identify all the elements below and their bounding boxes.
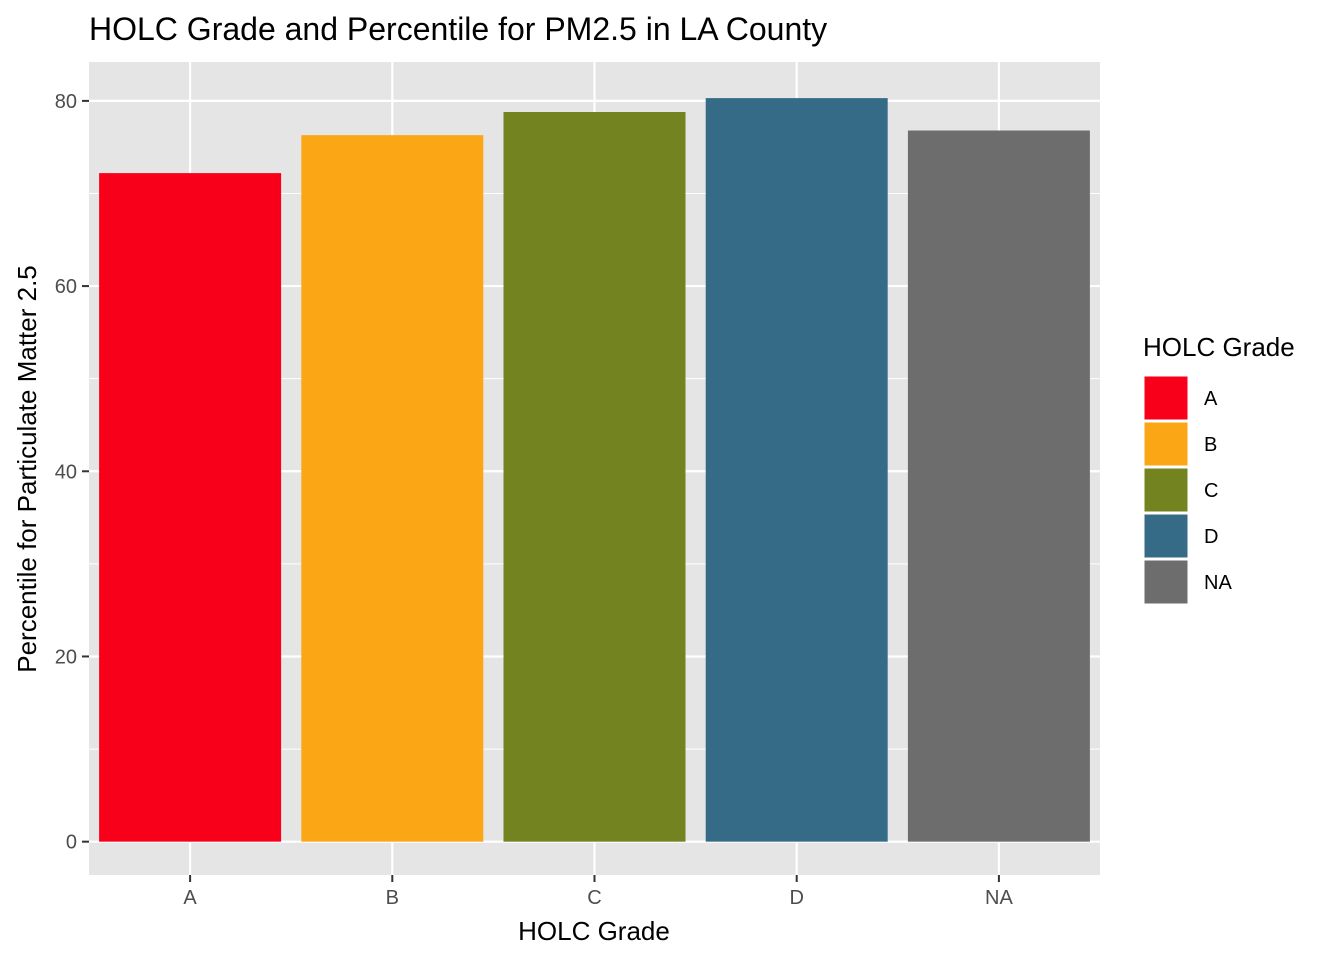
x-axis-title: HOLC Grade	[518, 916, 670, 946]
bar-b	[301, 135, 484, 842]
legend-label: B	[1204, 434, 1217, 456]
x-tick-label: B	[386, 887, 399, 909]
x-tick-label: C	[587, 887, 601, 909]
legend-key-na	[1143, 559, 1189, 605]
legend: HOLC Grade A B C D NA	[1143, 332, 1295, 605]
legend-key-b	[1143, 421, 1189, 467]
legend-key-a	[1143, 375, 1189, 421]
chart-title: HOLC Grade and Percentile for PM2.5 in L…	[89, 11, 827, 47]
legend-label: NA	[1204, 572, 1232, 594]
y-tick-label: 40	[55, 461, 77, 483]
bar-d	[705, 98, 888, 842]
x-axis: A B C D NA	[183, 875, 1013, 909]
y-axis: 0 20 40 60 80	[55, 91, 89, 854]
bar-na	[907, 130, 1090, 842]
y-tick-label: 20	[55, 646, 77, 668]
legend-title: HOLC Grade	[1143, 332, 1295, 362]
bar-c	[503, 112, 686, 842]
legend-key-c	[1143, 467, 1189, 513]
bars	[99, 98, 1090, 842]
legend-label: C	[1204, 480, 1218, 502]
legend-label: A	[1204, 388, 1218, 410]
y-axis-title: Percentile for Particulate Matter 2.5	[12, 265, 42, 673]
y-tick-label: 80	[55, 91, 77, 113]
x-tick-label: D	[789, 887, 803, 909]
bar-a	[99, 173, 282, 842]
legend-items: A B C D NA	[1143, 375, 1232, 605]
legend-label: D	[1204, 526, 1218, 548]
legend-key-d	[1143, 513, 1189, 559]
x-tick-label: NA	[985, 887, 1013, 909]
x-tick-label: A	[183, 887, 197, 909]
y-tick-label: 0	[66, 832, 77, 854]
y-tick-label: 60	[55, 276, 77, 298]
